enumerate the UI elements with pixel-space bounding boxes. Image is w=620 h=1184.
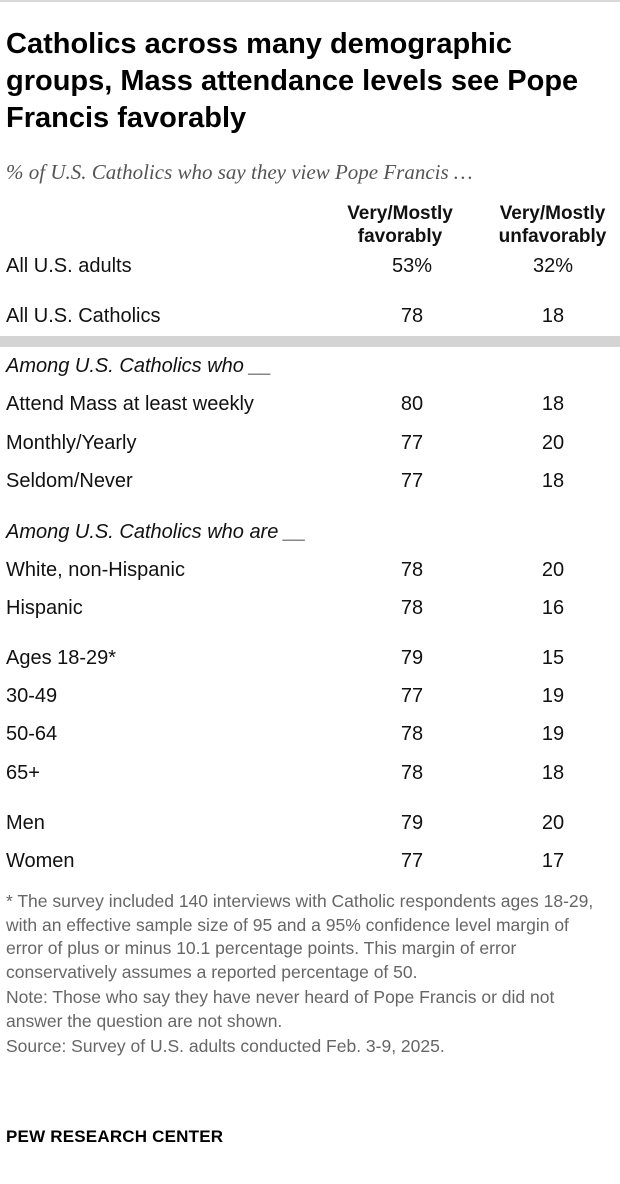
unfavorable-value: 16: [541, 597, 565, 619]
table-row: Seldom/Never 77 18: [0, 470, 620, 496]
favorable-value: 78: [400, 723, 424, 745]
unfavorable-value: 20: [541, 812, 565, 834]
row-label: Hispanic: [6, 597, 83, 619]
favorable-value: 53%: [391, 255, 433, 277]
favorable-value: 80: [400, 393, 424, 415]
unfavorable-value: 18: [541, 762, 565, 784]
row-label: All U.S. adults: [6, 255, 132, 277]
row-label: 50-64: [6, 723, 58, 745]
unfavorable-value: 20: [541, 559, 565, 581]
footnote: * The survey included 140 interviews wit…: [6, 891, 594, 982]
column-header-unfavorably-line2: unfavorably: [498, 226, 607, 247]
favorable-value: 78: [400, 559, 424, 581]
section-divider: [0, 336, 620, 347]
column-header-unfavorably-line1: Very/Mostly: [499, 203, 606, 224]
unfavorable-value: 20: [541, 432, 565, 454]
table-row: Hispanic 78 16: [0, 597, 620, 623]
unfavorable-value: 18: [541, 393, 565, 415]
favorable-value: 79: [400, 647, 424, 669]
favorable-value: 78: [400, 762, 424, 784]
row-label: Men: [6, 812, 45, 834]
row-label: All U.S. Catholics: [6, 305, 161, 327]
note: Note: Those who say they have never hear…: [6, 987, 555, 1031]
unfavorable-value: 19: [541, 685, 565, 707]
favorable-value: 78: [400, 305, 424, 327]
favorable-value: 77: [400, 850, 424, 872]
unfavorable-value: 15: [541, 647, 565, 669]
unfavorable-value: 18: [541, 470, 565, 492]
table-row: Men 79 20: [0, 812, 620, 838]
favorable-value: 77: [400, 685, 424, 707]
unfavorable-value: 19: [541, 723, 565, 745]
table-row: Ages 18-29* 79 15: [0, 647, 620, 673]
table-row: 30-49 77 19: [0, 685, 620, 711]
table-row: White, non-Hispanic 78 20: [0, 559, 620, 585]
row-label: Women: [6, 850, 75, 872]
row-label: Seldom/Never: [6, 470, 133, 492]
column-header-favorably-line1: Very/Mostly: [347, 203, 453, 224]
unfavorable-value: 17: [541, 850, 565, 872]
unfavorable-value: 18: [541, 305, 565, 327]
table-row: All U.S. adults 53% 32%: [0, 255, 620, 281]
table-row: Monthly/Yearly 77 20: [0, 432, 620, 458]
favorable-value: 79: [400, 812, 424, 834]
table-row: All U.S. Catholics 78 18: [0, 305, 620, 331]
table-row: 65+ 78 18: [0, 762, 620, 788]
favorable-value: 78: [400, 597, 424, 619]
favorable-value: 77: [400, 432, 424, 454]
section-label-demographics: Among U.S. Catholics who are __: [6, 521, 307, 543]
row-label: 30-49: [6, 685, 58, 707]
row-label: 65+: [6, 762, 40, 784]
unfavorable-value: 32%: [532, 255, 574, 277]
row-label: Monthly/Yearly: [6, 432, 137, 454]
brand-logo-text: PEW RESEARCH CENTER: [6, 1127, 224, 1146]
chart-subtitle: % of U.S. Catholics who say they view Po…: [6, 160, 473, 184]
top-rule: [0, 0, 620, 2]
favorable-value: 77: [400, 470, 424, 492]
column-header-favorably: Very/Mostly favorably: [340, 202, 460, 248]
table-row: 50-64 78 19: [0, 723, 620, 749]
table-row: Attend Mass at least weekly 80 18: [0, 393, 620, 419]
row-label: Ages 18-29*: [6, 647, 117, 669]
section-label-attendance: Among U.S. Catholics who __: [6, 355, 272, 377]
column-header-unfavorably: Very/Mostly unfavorably: [485, 202, 620, 248]
source-note: Source: Survey of U.S. adults conducted …: [6, 1036, 445, 1056]
column-header-favorably-line2: favorably: [357, 226, 443, 247]
row-label: Attend Mass at least weekly: [6, 393, 254, 415]
row-label: White, non-Hispanic: [6, 559, 185, 581]
table-row: Women 77 17: [0, 850, 620, 876]
chart-title: Catholics across many demographic groups…: [6, 28, 579, 134]
chart-notes: * The survey included 140 interviews wit…: [6, 890, 606, 1059]
